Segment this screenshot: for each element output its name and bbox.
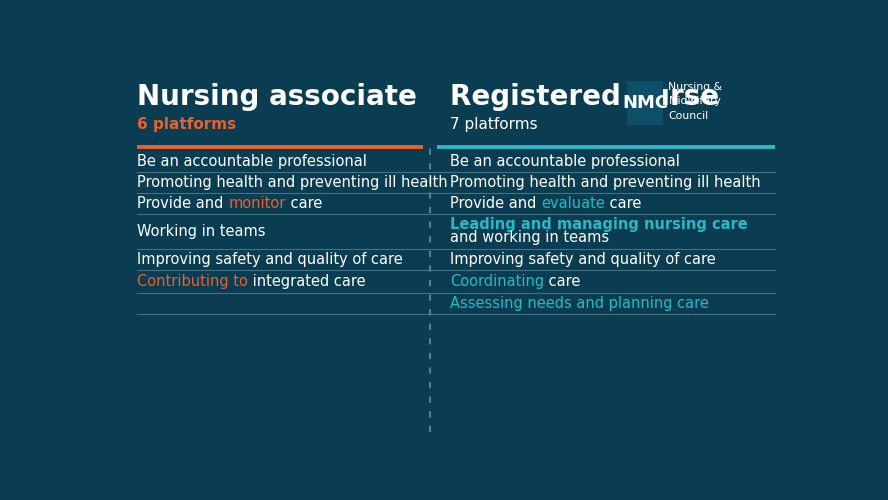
Text: Leading and managing nursing care: Leading and managing nursing care (450, 218, 748, 232)
Text: care: care (544, 274, 581, 289)
Text: Promoting health and preventing ill health: Promoting health and preventing ill heal… (450, 174, 761, 190)
FancyBboxPatch shape (627, 81, 663, 126)
Text: Coordinating: Coordinating (450, 274, 544, 289)
Text: Improving safety and quality of care: Improving safety and quality of care (137, 252, 403, 266)
Text: Registered nurse: Registered nurse (450, 82, 719, 110)
Text: NMC: NMC (622, 94, 668, 112)
Text: Nursing associate: Nursing associate (137, 82, 417, 110)
Text: 7 platforms: 7 platforms (450, 117, 538, 132)
Text: Provide and: Provide and (137, 196, 228, 211)
Text: Be an accountable professional: Be an accountable professional (137, 154, 367, 168)
Text: care: care (605, 196, 641, 211)
Text: monitor: monitor (228, 196, 286, 211)
Text: Provide and: Provide and (450, 196, 542, 211)
Text: Assessing needs and planning care: Assessing needs and planning care (450, 296, 710, 311)
Text: Promoting health and preventing ill health: Promoting health and preventing ill heal… (137, 174, 448, 190)
Text: Be an accountable professional: Be an accountable professional (450, 154, 680, 168)
Text: Contributing to: Contributing to (137, 274, 248, 289)
Text: Working in teams: Working in teams (137, 224, 266, 239)
Text: 6 platforms: 6 platforms (137, 117, 236, 132)
Text: evaluate: evaluate (542, 196, 605, 211)
Text: integrated care: integrated care (248, 274, 366, 289)
Text: care: care (286, 196, 322, 211)
Text: and working in teams: and working in teams (450, 230, 609, 245)
Text: Improving safety and quality of care: Improving safety and quality of care (450, 252, 716, 266)
Text: Nursing &
Midwifery
Council: Nursing & Midwifery Council (669, 82, 723, 120)
